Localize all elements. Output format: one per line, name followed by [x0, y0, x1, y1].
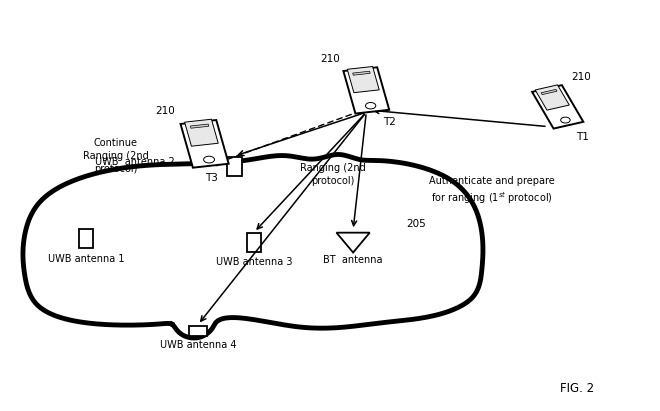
Polygon shape	[532, 85, 583, 129]
Circle shape	[560, 117, 570, 123]
Polygon shape	[343, 67, 389, 113]
Text: Authenticate and prepare
for ranging (1$^{st}$ protocol): Authenticate and prepare for ranging (1$…	[429, 176, 554, 206]
Text: 210: 210	[571, 72, 591, 82]
Text: UWB antenna 3: UWB antenna 3	[216, 257, 292, 267]
Text: T3: T3	[205, 173, 218, 183]
Polygon shape	[190, 124, 209, 128]
Text: BT  antenna: BT antenna	[323, 255, 383, 265]
Circle shape	[366, 102, 376, 109]
Circle shape	[204, 156, 214, 163]
Text: 205: 205	[406, 219, 426, 229]
Text: UWB antenna 1: UWB antenna 1	[48, 254, 124, 264]
Text: 210: 210	[320, 54, 340, 64]
Polygon shape	[541, 90, 557, 95]
Polygon shape	[181, 120, 228, 168]
Text: T2: T2	[383, 117, 396, 127]
Polygon shape	[23, 155, 483, 338]
Bar	[189, 326, 207, 336]
Polygon shape	[185, 119, 218, 146]
Bar	[79, 229, 93, 248]
Bar	[227, 157, 242, 176]
Polygon shape	[535, 85, 570, 110]
Text: T1: T1	[576, 132, 589, 141]
Text: Continue
Ranging (2nd
protocol): Continue Ranging (2nd protocol)	[82, 138, 148, 174]
Polygon shape	[352, 71, 370, 75]
Text: UWB antenna 4: UWB antenna 4	[160, 340, 236, 350]
Text: 210: 210	[155, 106, 175, 116]
Text: FIG. 2: FIG. 2	[560, 382, 595, 395]
Polygon shape	[337, 233, 370, 252]
Bar	[247, 233, 261, 252]
Polygon shape	[347, 67, 380, 92]
Text: UWB  antenna 2: UWB antenna 2	[95, 157, 175, 167]
Text: Ranging (2nd
protocol): Ranging (2nd protocol)	[300, 163, 366, 186]
